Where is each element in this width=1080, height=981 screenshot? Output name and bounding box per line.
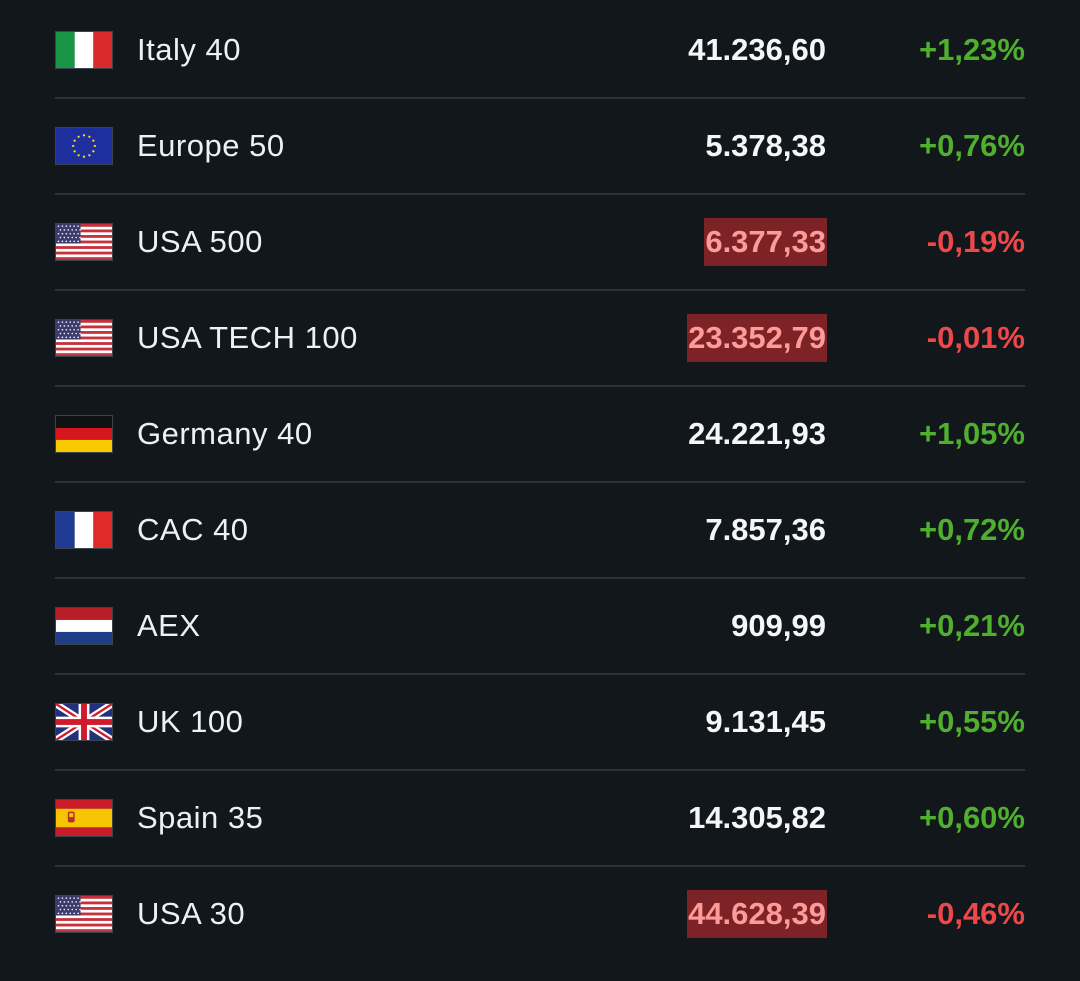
index-name: Italy 40 [137,32,241,67]
index-change: -0,19% [926,224,1025,259]
index-price: 9.131,45 [705,704,826,739]
index-name: USA 30 [137,896,246,931]
index-name: Germany 40 [137,416,313,451]
index-change: +0,60% [918,800,1025,835]
index-price: 14.305,82 [688,800,826,835]
index-name: AEX [137,608,201,643]
index-price: 5.378,38 [705,128,826,163]
index-row[interactable]: USA 30 44.628,39 -0,46% [55,867,1025,961]
france-flag-icon [55,511,113,549]
index-row[interactable]: USA 500 6.377,33 -0,19% [55,195,1025,291]
index-row[interactable]: AEX 909,99 +0,21% [55,579,1025,675]
spain-flag-icon [55,799,113,837]
index-price: 7.857,36 [705,512,826,547]
index-price: 44.628,39 [687,890,827,938]
index-change: +1,05% [918,416,1025,451]
index-change: +0,76% [918,128,1025,163]
uk-flag-icon [55,703,113,741]
index-change: +1,23% [918,32,1025,67]
index-price: 41.236,60 [688,32,826,67]
index-change: +0,21% [918,608,1025,643]
index-name: UK 100 [137,704,244,739]
index-change: +0,55% [918,704,1025,739]
index-row[interactable]: Germany 40 24.221,93 +1,05% [55,387,1025,483]
usa-flag-icon [55,223,113,261]
eu-flag-icon [55,127,113,165]
index-change: -0,46% [926,896,1025,931]
index-row[interactable]: USA TECH 100 23.352,79 -0,01% [55,291,1025,387]
index-row[interactable]: Spain 35 14.305,82 +0,60% [55,771,1025,867]
usa-flag-icon [55,895,113,933]
index-name: Europe 50 [137,128,285,163]
index-change: +0,72% [918,512,1025,547]
market-index-list: Italy 40 41.236,60 +1,23% Europe 50 5.37… [55,3,1025,961]
germany-flag-icon [55,415,113,453]
index-row[interactable]: Italy 40 41.236,60 +1,23% [55,3,1025,99]
index-price: 6.377,33 [704,218,827,266]
index-row[interactable]: UK 100 9.131,45 +0,55% [55,675,1025,771]
italy-flag-icon [55,31,113,69]
index-name: Spain 35 [137,800,264,835]
index-price: 909,99 [731,608,826,643]
index-row[interactable]: Europe 50 5.378,38 +0,76% [55,99,1025,195]
index-price: 23.352,79 [687,314,827,362]
index-name: CAC 40 [137,512,249,547]
index-price: 24.221,93 [688,416,826,451]
index-name: USA 500 [137,224,263,259]
index-row[interactable]: CAC 40 7.857,36 +0,72% [55,483,1025,579]
index-name: USA TECH 100 [137,320,358,355]
usa-flag-icon [55,319,113,357]
index-change: -0,01% [926,320,1025,355]
netherlands-flag-icon [55,607,113,645]
